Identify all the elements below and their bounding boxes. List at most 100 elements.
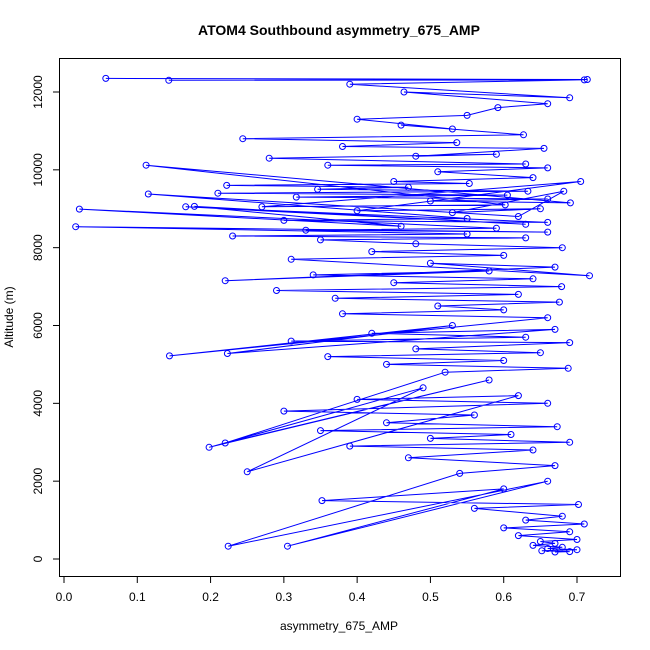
data-point [144,190,152,198]
data-point [500,524,508,532]
data-point [555,298,563,306]
data-point [566,438,574,446]
data-point [434,302,442,310]
x-tick-label: 0.0 [56,590,73,604]
series-line [75,77,590,553]
data-point [75,205,83,213]
data-point [317,236,324,244]
x-tick-label: 0.1 [129,590,146,604]
data-point [243,468,251,476]
data-point [544,477,552,485]
data-point [463,215,471,222]
data-point [580,520,588,528]
data-point [544,218,552,226]
data-point [551,539,559,547]
chart-title: ATOM4 Southbound asymmetry_675_AMP [198,22,480,38]
data-point [412,345,420,353]
data-point [72,223,80,231]
data-point [500,306,508,314]
y-tick-label: 8000 [31,234,45,261]
series-lines [75,77,590,553]
data-point [492,224,500,232]
data-point [558,512,566,520]
data-point [514,290,522,298]
data-point [470,504,478,512]
data-point [165,76,173,84]
data-point [448,322,456,329]
data-point [368,248,376,256]
data-point [529,275,537,283]
data-point [390,178,398,185]
data-point [142,161,150,169]
data-point [566,199,574,207]
x-tick-label: 0.7 [569,590,586,604]
data-point [558,543,566,551]
data-point [353,207,361,215]
data-point [441,368,449,376]
data-point [551,263,559,271]
data-point [453,139,461,147]
data-point [353,395,361,403]
data-point [586,272,593,280]
y-tick-label: 12000 [31,75,45,109]
x-tick-label: 0.2 [202,590,219,604]
data-point [214,189,222,197]
data-point [223,181,231,189]
x-tick-label: 0.5 [422,590,439,604]
y-tick-label: 2000 [31,467,45,494]
data-point [551,548,559,556]
data-point [524,187,532,195]
data-point [529,174,537,182]
data-point [426,434,434,442]
data-point [426,259,434,267]
data-point [324,353,332,361]
data-point [331,294,339,302]
data-point [190,202,198,210]
data-point [573,546,581,554]
data-point [492,150,500,158]
data-point [339,143,346,150]
data-point [419,384,427,392]
data-point [553,423,561,431]
data-point [507,431,515,438]
data-point [522,160,530,168]
data-point [287,255,295,263]
y-axis-label: Altitude (m) [2,286,16,347]
data-point [368,329,376,337]
data-point [182,203,190,211]
data-point [397,121,405,129]
y-tick-label: 0 [31,555,45,562]
data-point [558,244,566,252]
data-point [426,197,434,205]
data-point [566,548,574,556]
data-point [538,547,546,555]
data-point [544,314,552,322]
data-point [544,164,552,172]
data-point [314,185,322,193]
data-point [383,419,390,427]
data-point [514,213,522,220]
series-points [72,74,593,556]
data-point [522,234,530,242]
y-tick-label: 4000 [31,390,45,417]
data-point [287,337,295,345]
data-point [544,195,552,203]
data-point [544,545,552,552]
data-point [500,251,508,259]
data-point [485,376,493,384]
data-point [463,230,471,238]
data-point [346,442,354,450]
y-axis: 0 2000 4000 6000 8000 10000 12000 [31,75,60,562]
data-point [412,240,420,248]
y-tick-label: 10000 [31,153,45,187]
data-point [258,203,266,211]
data-point [383,360,390,368]
data-point [318,497,326,505]
data-point [221,439,229,447]
data-point [102,74,110,82]
data-point [580,76,588,84]
data-point [339,310,346,318]
data-point [223,350,231,357]
data-point [500,485,508,493]
